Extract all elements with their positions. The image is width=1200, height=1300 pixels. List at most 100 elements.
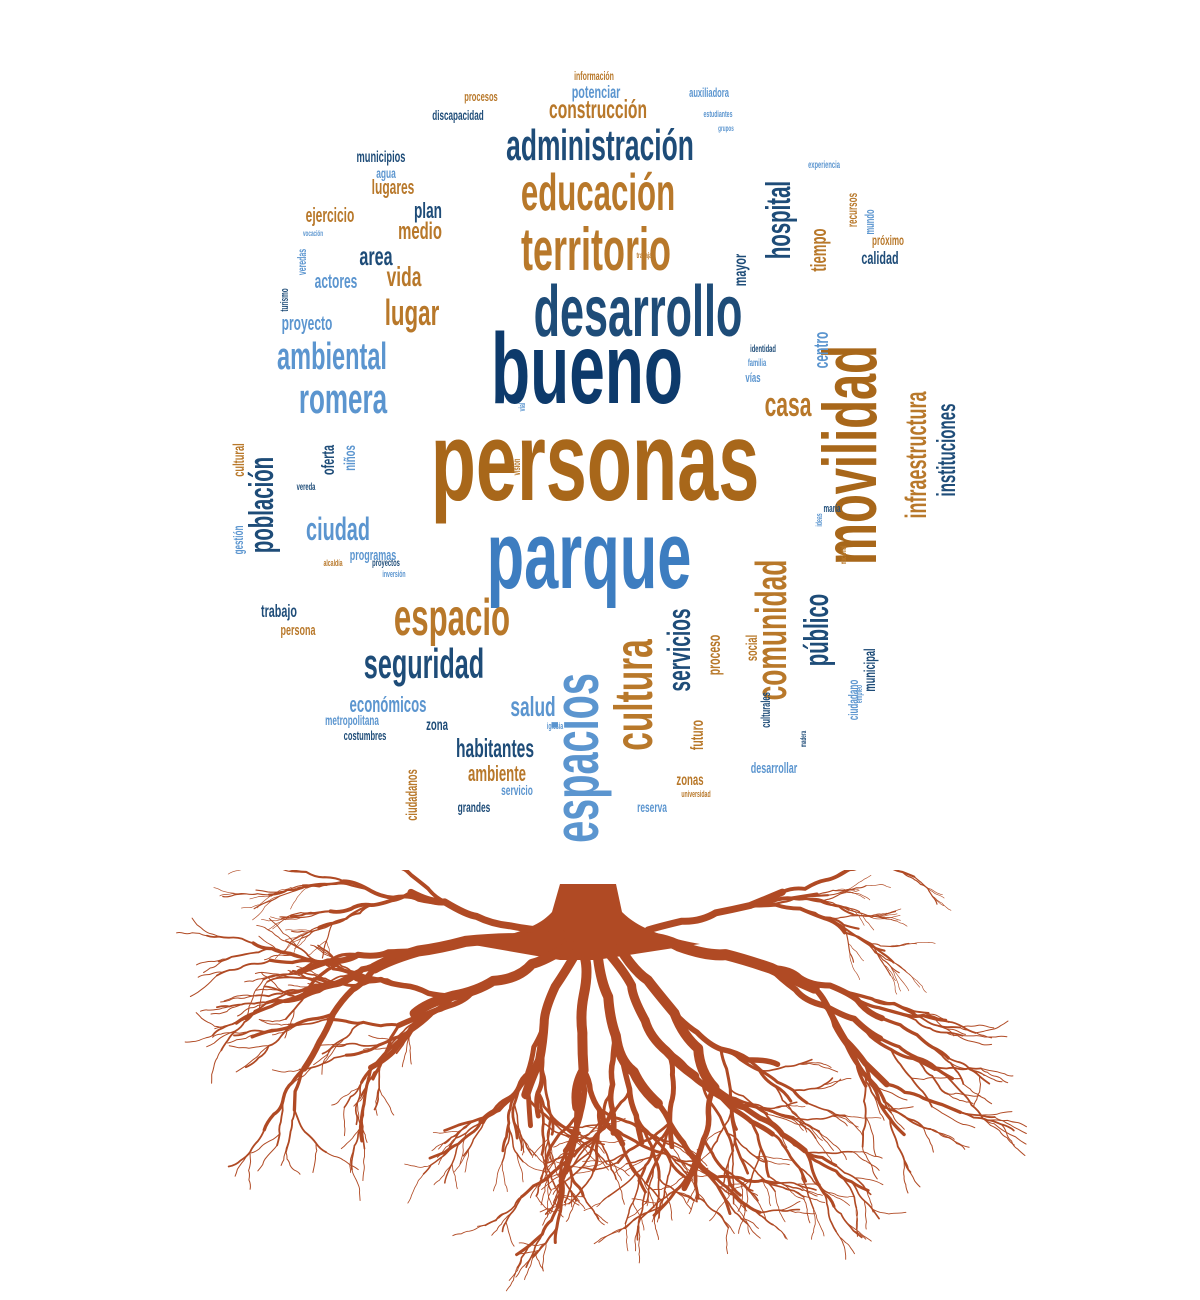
root-branch — [256, 924, 287, 942]
root-branch — [515, 1204, 561, 1257]
root-branch — [732, 1194, 748, 1212]
root-branch — [501, 1195, 523, 1233]
cloud-word-publico: público — [798, 594, 836, 666]
cloud-word-inversion: inversión — [382, 568, 406, 579]
root-branch — [945, 1032, 993, 1046]
cloud-word-instituciones: instituciones — [932, 404, 961, 497]
root-branch — [516, 1249, 540, 1255]
root-branch — [851, 1151, 880, 1171]
root-branch — [255, 988, 284, 993]
root-branch — [915, 1056, 949, 1095]
root-branch — [336, 847, 372, 850]
root-branch — [581, 1160, 607, 1168]
cloud-word-persona: persona — [281, 622, 316, 639]
root-branch — [926, 887, 943, 895]
root-branch — [280, 1141, 290, 1166]
root-branch — [258, 935, 283, 952]
root-branch — [318, 904, 373, 928]
cloud-word-social: social — [742, 635, 760, 661]
root-branch — [594, 1212, 605, 1226]
root-branch — [552, 1175, 566, 1204]
cloud-word-infraestructura: infraestructura — [901, 391, 934, 518]
root-branch — [565, 1195, 577, 1222]
root-branch — [535, 1195, 555, 1213]
root-branch — [321, 1045, 334, 1075]
root-branch — [545, 1143, 585, 1164]
root-branch — [505, 1267, 518, 1292]
root-branch — [969, 1068, 1003, 1083]
cloud-word-gestion: gestión — [232, 526, 247, 555]
root-branch — [244, 974, 277, 983]
root-branch — [825, 1109, 848, 1127]
root-branch — [782, 1114, 804, 1131]
root-branch — [209, 860, 243, 863]
root-branch — [747, 1223, 761, 1239]
root-branch — [974, 1020, 1009, 1034]
root-branch — [287, 984, 313, 988]
root-branch — [894, 856, 911, 857]
root-branch — [189, 974, 218, 998]
cloud-word-plan: plan — [414, 198, 442, 223]
root-branch — [846, 1222, 867, 1240]
cloud-word-espacios: espacios — [542, 673, 613, 843]
root-branch — [378, 1087, 395, 1116]
root-branch — [935, 1024, 966, 1035]
root-branch — [211, 1012, 255, 1037]
root-branch — [885, 854, 909, 857]
root-branch — [196, 956, 233, 966]
root-branch — [407, 1173, 425, 1204]
root-branch — [545, 1164, 575, 1178]
cloud-word-desarrollar: desarrollar — [751, 760, 798, 777]
cloud-word-mayor: mayor — [731, 254, 750, 287]
cloud-word-ambiental: ambiental — [277, 334, 387, 377]
cloud-word-construccion: construcción — [549, 95, 647, 124]
root-branch — [731, 1150, 735, 1205]
root-branch — [774, 1104, 806, 1109]
root-branch — [340, 1125, 364, 1150]
cloud-word-centro: centro — [811, 332, 833, 369]
root-branch — [846, 1222, 872, 1242]
root-branch — [330, 812, 353, 828]
cloud-word-agua: agua — [376, 167, 396, 182]
root-branch — [314, 1043, 347, 1046]
root-branch — [287, 1018, 329, 1026]
root-branch — [886, 853, 904, 856]
cloud-word-lugar: lugar — [385, 294, 440, 334]
root-branch — [235, 1045, 270, 1073]
root-branch — [347, 819, 365, 831]
cloud-word-futuro: futuro — [688, 720, 708, 750]
root-branch — [227, 870, 242, 875]
root-branch — [827, 1192, 855, 1198]
root-branch — [845, 870, 853, 872]
root-branch — [572, 1139, 596, 1176]
root-branch — [553, 1139, 580, 1148]
cloud-word-hospital: hospital — [760, 181, 798, 259]
root-branch — [980, 1111, 1013, 1116]
root-branch — [824, 870, 857, 882]
root-branch — [883, 1100, 925, 1129]
root-branch — [961, 1035, 1008, 1038]
root-branch — [217, 947, 273, 963]
cloud-word-alcaldia: alcaldía — [323, 557, 343, 568]
root-branch — [832, 888, 859, 891]
cloud-word-habitantes: habitantes — [456, 734, 534, 763]
root-branch — [199, 1005, 230, 1012]
root-branch — [836, 890, 860, 897]
root-branch — [737, 1182, 744, 1212]
cloud-word-zonas: zonas — [676, 770, 703, 788]
root-branch — [811, 1208, 816, 1240]
cloud-word-parque: parque — [487, 502, 692, 609]
root-branch — [886, 918, 908, 927]
root-branch — [615, 1178, 625, 1205]
cloud-word-culturales: culturales — [759, 692, 774, 728]
root-branch — [263, 954, 293, 961]
root-branch — [784, 1184, 805, 1201]
root-branch — [927, 888, 944, 907]
root-branch — [733, 1203, 751, 1235]
root-branch — [540, 1067, 555, 1136]
root-branch — [910, 1076, 962, 1081]
root-branch — [436, 1137, 457, 1158]
root-branch — [282, 870, 307, 873]
root-branch — [724, 1198, 749, 1226]
